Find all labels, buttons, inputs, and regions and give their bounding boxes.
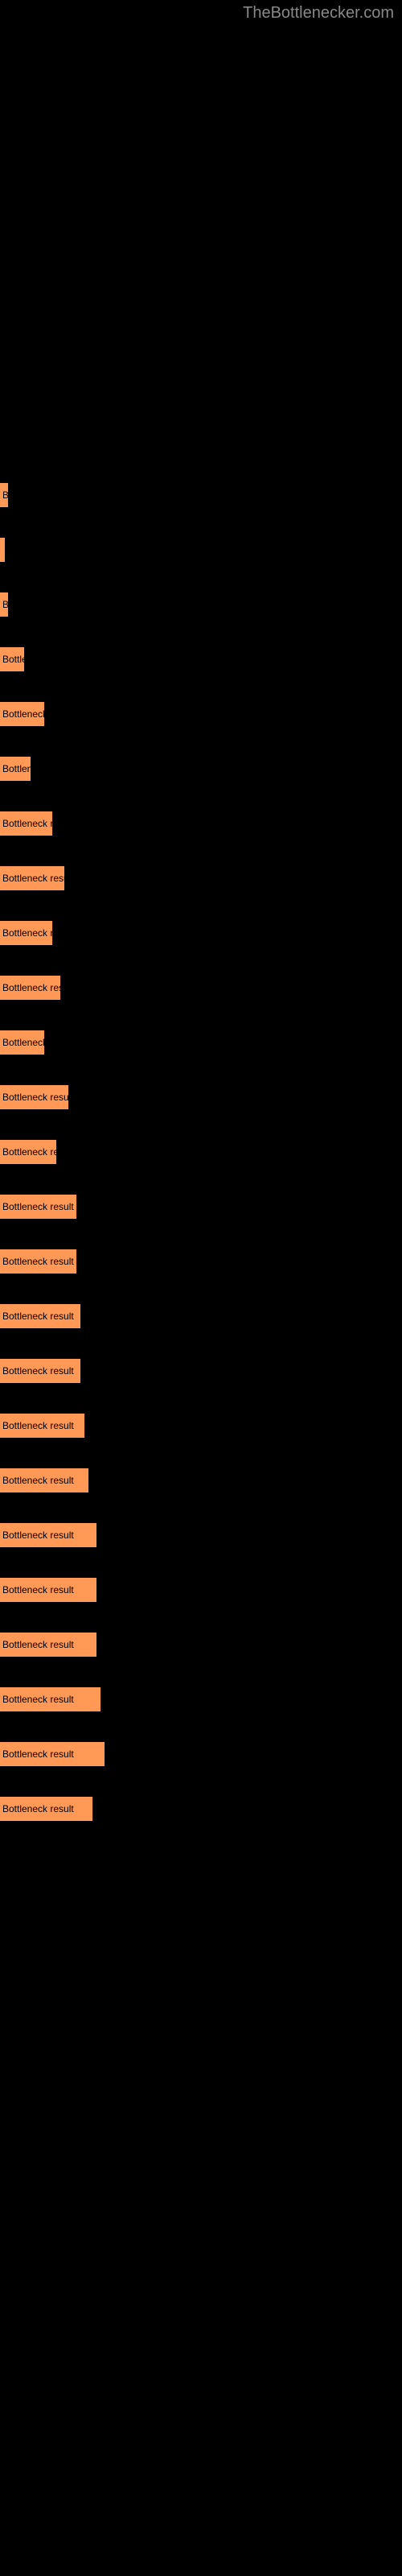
bar: Bottleneck result: [0, 1304, 80, 1328]
bar-label: Bottleneck result: [2, 1475, 74, 1486]
bar-label: Bottleneck resul: [2, 1092, 68, 1103]
bar-label: Bottleneck result: [2, 1420, 74, 1431]
bar-label: Bottle: [2, 654, 24, 665]
bar-label: Bottlen: [2, 763, 31, 774]
bar-label: Bottleneck: [2, 708, 44, 720]
bar-label: Bottleneck result: [2, 1694, 74, 1705]
bar-row: Bottleneck r: [0, 921, 402, 945]
bar-row: Bottleneck result: [0, 1578, 402, 1602]
bar-label: Bottleneck result: [2, 1530, 74, 1541]
bar: Bottleneck result: [0, 1414, 84, 1438]
bar: Bottleneck: [0, 1030, 44, 1055]
bar-label: Bottleneck result: [2, 1201, 74, 1212]
bar: Bottleneck result: [0, 1633, 96, 1657]
bar-row: B: [0, 592, 402, 617]
bar-label: Bottleneck resu: [2, 873, 64, 884]
bar-label: Bottleneck result: [2, 1803, 74, 1814]
bar-row: Bottleneck result: [0, 1249, 402, 1274]
bar-row: Bottleneck result: [0, 1195, 402, 1219]
bar: Bottleneck r: [0, 811, 52, 836]
bar: Bottle: [0, 647, 24, 671]
bar: Bottleneck result: [0, 1468, 88, 1492]
bar-row: Bottleneck result: [0, 1414, 402, 1438]
bar-row: Bottleneck result: [0, 1742, 402, 1766]
bar-row: Bottleneck result: [0, 1468, 402, 1492]
bar-label: Bottleneck r: [2, 818, 52, 829]
bar-row: Bottleneck result: [0, 1687, 402, 1711]
bar-label: Bottleneck re: [2, 1146, 56, 1158]
bar-row: Bottleneck result: [0, 1304, 402, 1328]
bar-row: Bottleneck result: [0, 1797, 402, 1821]
bar-label: Bottleneck result: [2, 1365, 74, 1377]
bar-row: Bottleneck result: [0, 1359, 402, 1383]
bar-label: Bottleneck result: [2, 1639, 74, 1650]
bar: B: [0, 483, 8, 507]
bar-label: Bottleneck result: [2, 1748, 74, 1760]
bar-row: Bottleneck: [0, 1030, 402, 1055]
bar-row: Bottle: [0, 647, 402, 671]
bar: Bottleneck result: [0, 1687, 100, 1711]
bar-label: Bottleneck result: [2, 1311, 74, 1322]
bar-row: [0, 538, 402, 562]
bar-row: Bottlen: [0, 757, 402, 781]
bar: Bottleneck res: [0, 976, 60, 1000]
bar: Bottleneck: [0, 702, 44, 726]
bar-row: Bottleneck result: [0, 1523, 402, 1547]
bar-label: Bottleneck res: [2, 982, 60, 993]
bar: [0, 538, 5, 562]
bar: Bottleneck result: [0, 1195, 76, 1219]
bar-label: B: [2, 599, 8, 610]
bar: Bottleneck result: [0, 1797, 92, 1821]
bar-label: B: [2, 489, 8, 501]
bar-row: Bottleneck: [0, 702, 402, 726]
bar: Bottleneck result: [0, 1249, 76, 1274]
bar-row: B: [0, 483, 402, 507]
bar-label: Bottleneck: [2, 1037, 44, 1048]
bar-label: Bottleneck result: [2, 1256, 74, 1267]
watermark-text: TheBottlenecker.com: [243, 4, 394, 23]
bar: B: [0, 592, 8, 617]
bar: Bottleneck re: [0, 1140, 56, 1164]
bar-chart: B B Bottle Bottleneck Bottlen Bottleneck r Bot…: [0, 0, 402, 1821]
bar-row: Bottleneck re: [0, 1140, 402, 1164]
bar-row: Bottleneck result: [0, 1633, 402, 1657]
bar: Bottleneck result: [0, 1578, 96, 1602]
bar: Bottleneck resu: [0, 866, 64, 890]
bar: Bottlen: [0, 757, 31, 781]
bar: Bottleneck result: [0, 1742, 105, 1766]
bar: Bottleneck result: [0, 1359, 80, 1383]
bar-row: Bottleneck resul: [0, 1085, 402, 1109]
bar-row: Bottleneck resu: [0, 866, 402, 890]
bar-row: Bottleneck res: [0, 976, 402, 1000]
bar-row: Bottleneck r: [0, 811, 402, 836]
bar-label: Bottleneck result: [2, 1584, 74, 1596]
bar: Bottleneck result: [0, 1523, 96, 1547]
bar: Bottleneck resul: [0, 1085, 68, 1109]
bar: Bottleneck r: [0, 921, 52, 945]
bar-label: Bottleneck r: [2, 927, 52, 939]
